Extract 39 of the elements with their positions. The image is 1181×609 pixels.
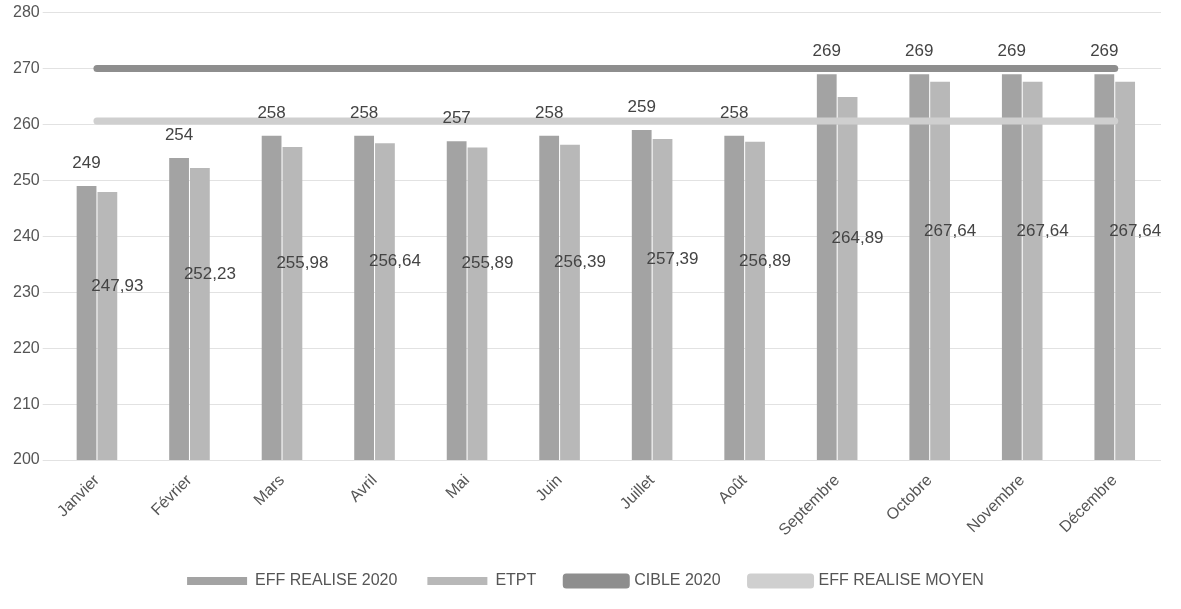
data-label: 267,64 bbox=[924, 220, 977, 240]
data-label: 258 bbox=[349, 102, 379, 122]
legend-label: ETPT bbox=[495, 571, 537, 589]
y-tick-label: 270 bbox=[12, 58, 40, 76]
data-label: 267,64 bbox=[1109, 220, 1162, 240]
data-label: 258 bbox=[257, 102, 286, 122]
data-label: 269 bbox=[812, 41, 841, 61]
y-tick-label: 210 bbox=[12, 394, 40, 412]
data-label: 257,39 bbox=[646, 249, 699, 269]
x-tick-label: Juin bbox=[532, 471, 565, 504]
data-label: 256,39 bbox=[553, 252, 606, 272]
y-tick-label: 240 bbox=[12, 226, 40, 244]
y-tick-label: 260 bbox=[12, 114, 40, 132]
y-tick-label: 280 bbox=[12, 3, 40, 21]
x-tick-label: Mai bbox=[442, 471, 473, 502]
data-label: 254 bbox=[164, 125, 194, 145]
y-tick-label: 220 bbox=[12, 338, 40, 356]
data-label: 249 bbox=[72, 153, 101, 173]
data-label: 256,64 bbox=[368, 251, 421, 271]
data-label: 255,89 bbox=[461, 253, 514, 273]
data-label: 258 bbox=[534, 102, 564, 122]
data-label: 269 bbox=[1090, 41, 1119, 61]
data-label: 255,98 bbox=[276, 253, 329, 273]
legend-label: EFF REALISE 2020 bbox=[255, 571, 398, 589]
data-label: 252,23 bbox=[183, 263, 236, 283]
data-label: 269 bbox=[997, 41, 1026, 61]
data-label: 267,64 bbox=[1016, 220, 1069, 240]
legend-label: EFF REALISE MOYEN bbox=[818, 571, 984, 589]
y-tick-label: 250 bbox=[12, 170, 40, 188]
y-tick-label: 200 bbox=[12, 450, 40, 468]
data-label: 264,89 bbox=[831, 228, 884, 248]
data-label: 258 bbox=[720, 102, 749, 122]
legend-label: CIBLE 2020 bbox=[634, 571, 721, 589]
data-label: 257 bbox=[442, 108, 471, 128]
y-tick-label: 230 bbox=[12, 282, 40, 300]
data-label: 259 bbox=[627, 97, 656, 117]
data-label: 269 bbox=[905, 41, 934, 61]
data-label: 256,89 bbox=[739, 250, 792, 270]
data-label: 247,93 bbox=[91, 275, 144, 295]
